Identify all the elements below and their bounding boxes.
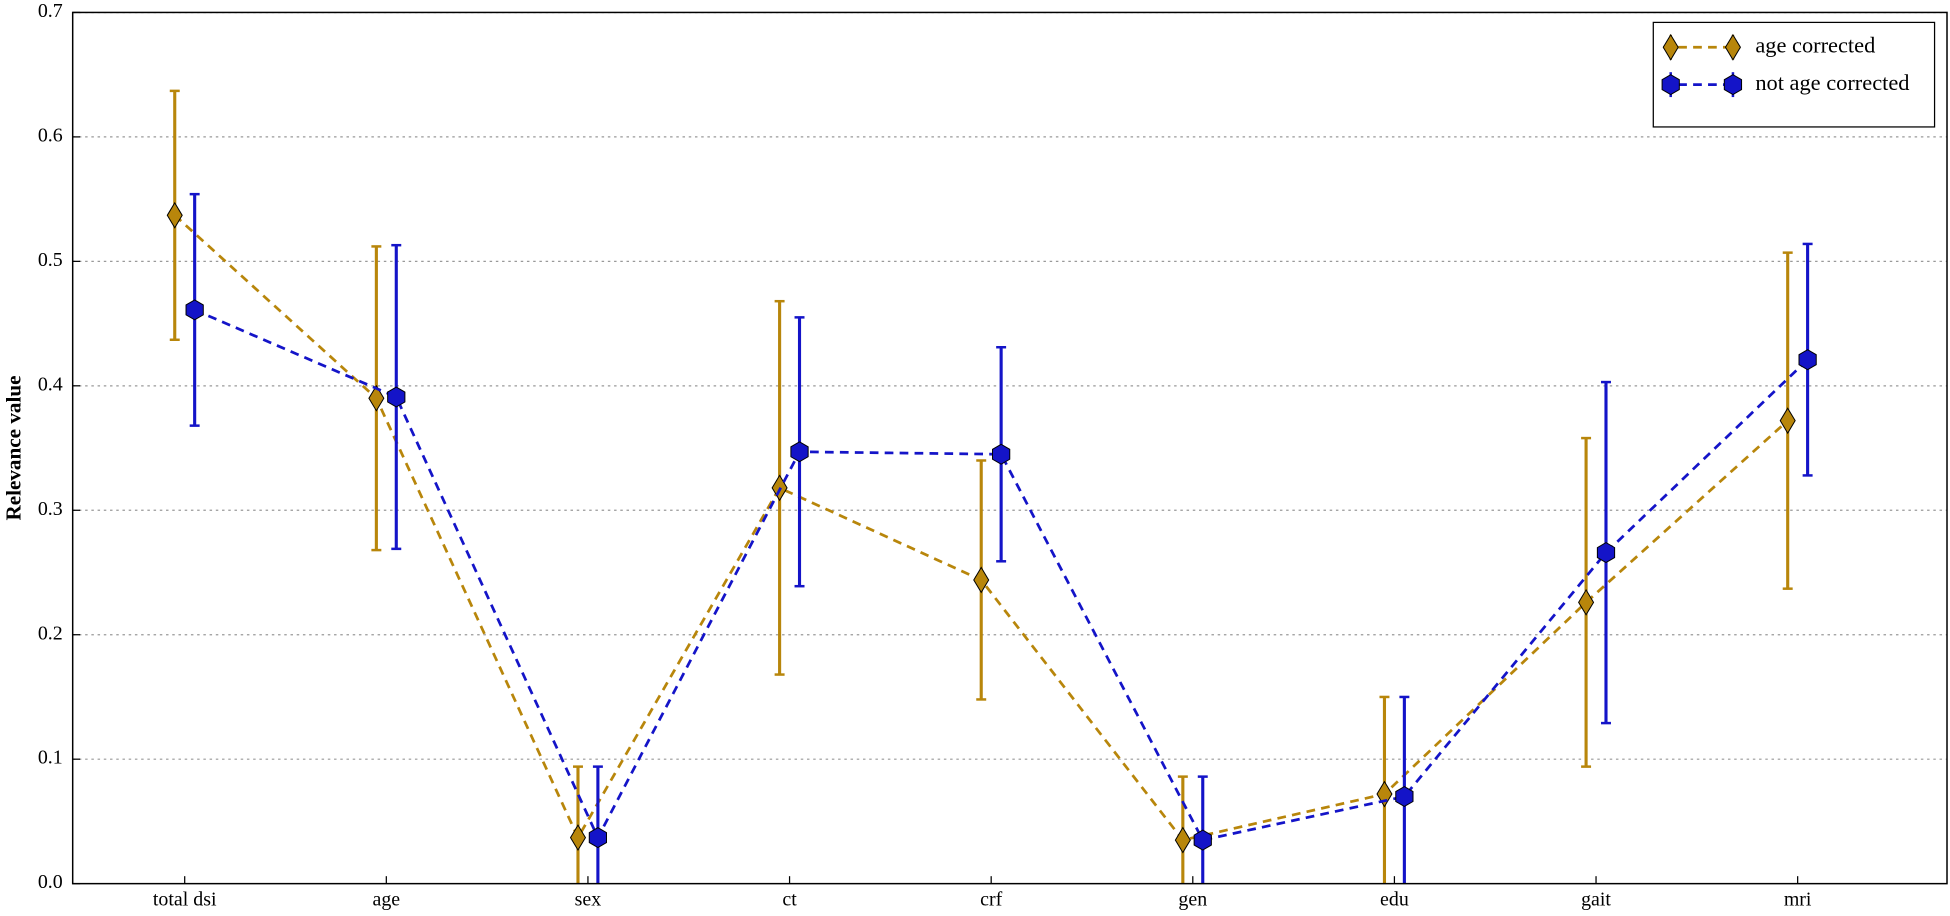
y-tick-label: 0.6 (38, 124, 63, 146)
y-tick-label: 0.1 (38, 747, 63, 769)
marker (569, 824, 587, 852)
x-tick-label: crf (980, 889, 1002, 911)
marker (1661, 74, 1680, 96)
y-tick-label: 0.2 (38, 622, 63, 644)
marker (387, 386, 406, 408)
x-tick-label: gen (1178, 889, 1207, 911)
marker (1779, 407, 1796, 435)
y-tick-label: 0.0 (38, 871, 63, 893)
marker (185, 299, 204, 321)
marker (1724, 33, 1741, 61)
y-tick-label: 0.3 (38, 498, 63, 520)
marker (1174, 826, 1191, 854)
x-tick-label: edu (1380, 889, 1409, 911)
plot-area (72, 12, 1948, 884)
x-tick-label: sex (575, 889, 602, 911)
marker (973, 566, 990, 594)
marker (368, 384, 385, 412)
plot-frame (71, 11, 1948, 885)
legend-label: not age corrected (1755, 70, 1909, 95)
marker (1723, 74, 1743, 96)
series-line (194, 308, 1809, 842)
marker (1578, 588, 1595, 616)
x-tick-label: total dsi (153, 889, 217, 911)
y-axis-label: Relevance value (1, 376, 25, 521)
y-tick-label: 0.5 (38, 249, 63, 271)
legend-label: age corrected (1755, 32, 1875, 57)
marker (1662, 33, 1679, 61)
x-tick-label: mri (1784, 889, 1812, 911)
x-tick-label: gait (1581, 889, 1611, 911)
x-tick-label: age (373, 889, 401, 911)
legend-box (1652, 21, 1936, 128)
x-tick-label: ct (782, 889, 797, 911)
marker (1395, 785, 1414, 808)
marker (1798, 349, 1817, 371)
y-tick-label: 0.4 (38, 373, 63, 395)
marker (992, 443, 1011, 465)
y-tick-label: 0.7 (38, 0, 63, 22)
marker (790, 441, 809, 463)
marker (166, 201, 183, 229)
marker (1596, 542, 1616, 564)
marker (588, 827, 608, 849)
marker (1193, 829, 1212, 851)
